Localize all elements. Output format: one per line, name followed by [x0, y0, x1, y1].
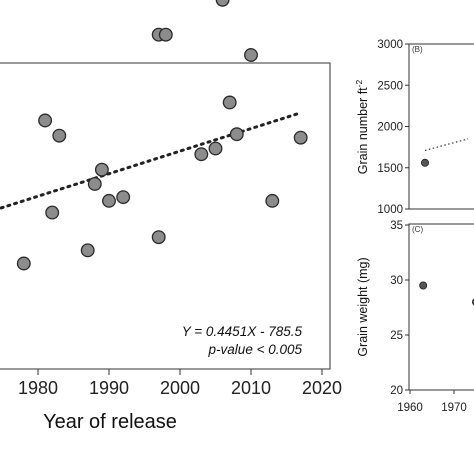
panel-a-data-point: [52, 128, 67, 143]
panel-a-pvalue: p-value < 0.005: [208, 342, 303, 357]
panel-b-points: [420, 158, 429, 167]
panel-b-y-tick-label: 2000: [377, 122, 403, 134]
panel-a: 1980 1990 2000 2010 2020 Y = 0.4451X - 785.5…: [0, 0, 342, 433]
panel-a-data-point: [229, 127, 244, 142]
panel-b-data-point: [420, 158, 429, 167]
panel-c-x-tick-label: 1960: [397, 402, 423, 414]
panel-a-data-point: [194, 147, 209, 162]
panel-a-data-point: [208, 141, 223, 156]
panel-b-y-tick-label: 1000: [377, 204, 403, 216]
panel-a-trendline: [0, 111, 303, 210]
panel-a-data-point: [293, 130, 308, 145]
panel-c-y-tick-label: 30: [390, 275, 403, 287]
panel-a-data-point: [158, 27, 173, 42]
panel-a-x-tick-label: 2010: [231, 378, 271, 398]
panel-a-data-point: [215, 0, 230, 7]
panel-b-tag: (B): [412, 45, 423, 54]
panel-b-y-ticks: 1000 1500 2000 2500 3000: [377, 39, 409, 216]
panel-b-y-tick-label: 1500: [377, 163, 403, 175]
panel-a-data-point: [87, 177, 102, 191]
panel-b-y-tick-label: 3000: [377, 39, 403, 51]
panel-a-x-tick-label: 1990: [89, 378, 129, 398]
panel-a-x-tick-label: 2000: [160, 378, 200, 398]
panel-c-tag: (C): [412, 225, 423, 234]
panel-a-data-point: [16, 256, 31, 271]
panel-b-plot-frame: [408, 43, 474, 210]
panel-a-points: [16, 0, 308, 271]
panel-a-data-point: [45, 205, 60, 220]
panel-a-data-point: [265, 193, 280, 208]
panel-a-data-point: [94, 162, 109, 177]
panel-b-y-tick-label: 2500: [377, 80, 403, 92]
panel-a-x-axis-title: Year of release: [43, 411, 177, 433]
panel-a-data-point: [102, 193, 116, 208]
panel-c-y-axis-title: Grain weight (mg): [356, 257, 370, 356]
panel-a-equation: Y = 0.4451X - 785.5: [182, 324, 303, 339]
panel-c: (C) 20 25 30 35 1960 1970 Grain weight (mg): [356, 220, 474, 414]
panel-a-data-point: [244, 48, 258, 62]
panel-c-plot-frame: [408, 223, 474, 391]
panel-a-data-point: [38, 113, 53, 128]
panel-a-x-ticks: 1980 1990 2000 2010 2020: [18, 369, 342, 398]
panel-c-y-tick-label: 25: [390, 330, 403, 342]
panel-b: (B) 1000 1500 2000 2500 3000 Grain number ft…: [354, 39, 474, 216]
panel-a-data-point: [222, 95, 237, 110]
panel-c-y-tick-label: 35: [390, 220, 403, 232]
panel-c-data-point: [419, 281, 428, 290]
panel-c-points: [419, 281, 474, 306]
panel-c-y-ticks: 20 25 30 35: [390, 220, 409, 397]
panel-a-x-tick-label: 1980: [18, 378, 58, 398]
panel-a-x-tick-label: 2020: [302, 378, 342, 398]
panel-a-data-point: [151, 230, 166, 245]
panel-b-y-axis-title: Grain number ft-2: [354, 80, 370, 175]
panel-c-x-ticks: 1960 1970: [397, 390, 467, 414]
panel-c-y-tick-label: 20: [390, 385, 403, 397]
panel-b-trendline: [424, 138, 469, 152]
panel-c-x-tick-label: 1970: [441, 402, 467, 414]
panel-a-plot-frame: [0, 62, 331, 370]
panel-a-data-point: [80, 243, 95, 258]
panel-a-data-point: [116, 190, 131, 205]
